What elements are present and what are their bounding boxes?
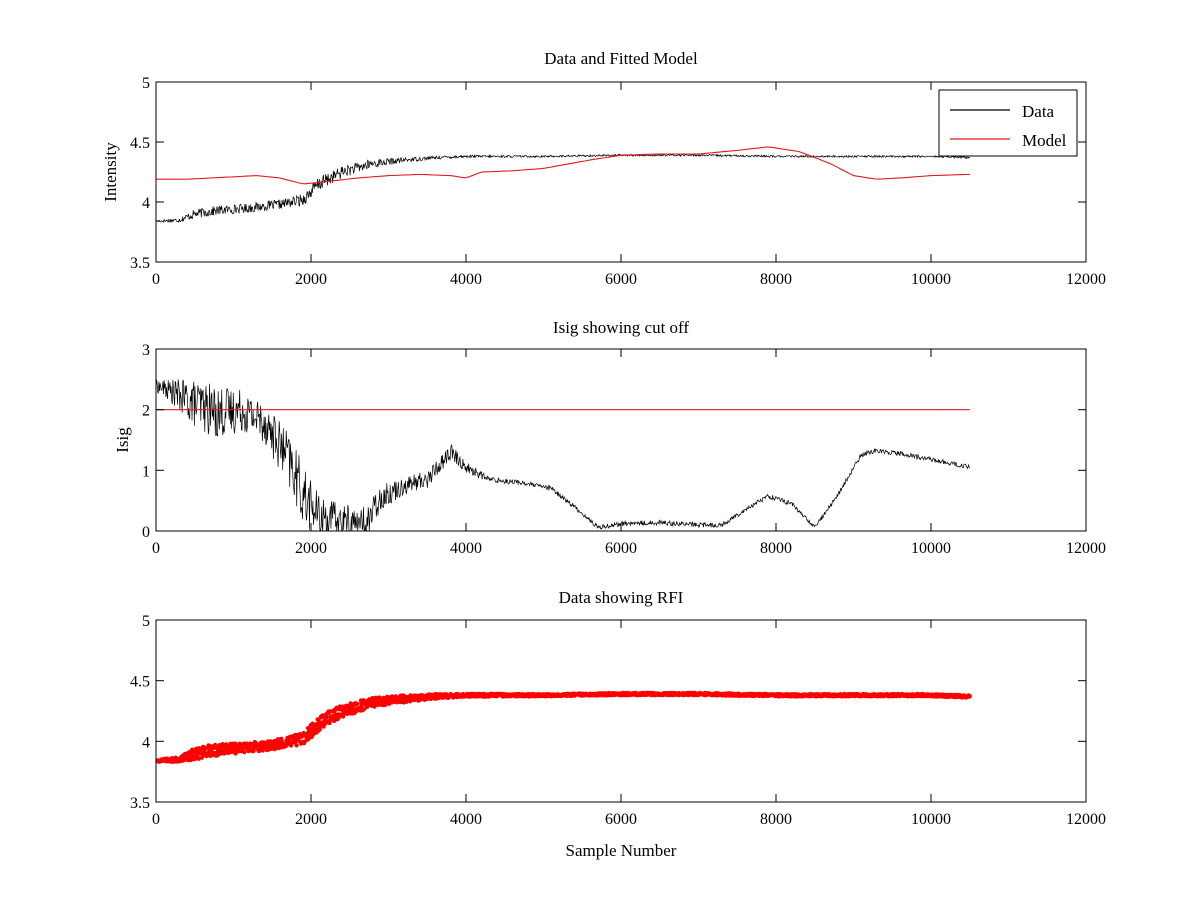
x-tick-label: 4000 <box>450 540 482 557</box>
y-tick-label: 3 <box>142 342 150 359</box>
rfi-point <box>324 715 329 720</box>
subplot-3: Data showing RFI 0 2000 4000 6000 8000 10000 1… <box>130 588 1106 860</box>
rfi-point <box>224 742 229 747</box>
x-tick-label: 6000 <box>605 271 637 288</box>
rfi-point <box>967 694 972 699</box>
y-tick-label: 4 <box>142 195 150 212</box>
legend-model-label: Model <box>1022 131 1067 150</box>
subplot-1-ticks: 0 2000 4000 6000 8000 10000 12000 3.5 4 4.5 5 <box>130 75 1106 288</box>
x-tick-label: 10000 <box>911 271 951 288</box>
rfi-point <box>242 750 247 755</box>
rfi-point <box>221 744 226 749</box>
x-tick-label: 12000 <box>1066 811 1106 828</box>
subplot-2-ticks: 0 2000 4000 6000 8000 10000 12000 0 1 2 3 <box>142 342 1106 557</box>
x-tick-label: 10000 <box>911 540 951 557</box>
y-tick-label: 3.5 <box>130 255 150 272</box>
x-tick-label: 8000 <box>760 271 792 288</box>
x-tick-label: 10000 <box>911 811 951 828</box>
x-tick-label: 8000 <box>760 540 792 557</box>
rfi-point <box>257 748 262 754</box>
rfi-point <box>317 727 322 732</box>
subplot-1-legend: Data Model <box>938 89 1078 157</box>
legend-box <box>938 89 1078 157</box>
rfi-point <box>389 694 395 699</box>
x-tick-label: 6000 <box>605 811 637 828</box>
x-tick-label: 2000 <box>295 811 327 828</box>
y-tick-label: 5 <box>142 613 150 630</box>
subplot-2-series-isig-line <box>156 379 971 531</box>
x-tick-label: 0 <box>152 540 160 557</box>
subplot-1-title: Data and Fitted Model <box>544 49 698 68</box>
subplot-1: Data and Fitted Model Intensity 0 2000 400… <box>101 49 1106 288</box>
rfi-point <box>294 743 299 748</box>
rfi-point <box>341 714 346 719</box>
y-tick-label: 3.5 <box>130 795 150 812</box>
rfi-point <box>348 701 353 706</box>
x-tick-label: 0 <box>152 271 160 288</box>
legend-data-label: Data <box>1022 102 1055 121</box>
subplot-3-plot <box>156 690 972 764</box>
rfi-point <box>359 703 364 709</box>
x-tick-label: 4000 <box>450 271 482 288</box>
x-tick-label: 12000 <box>1066 540 1106 557</box>
x-tick-label: 2000 <box>295 271 327 288</box>
y-tick-label: 4 <box>142 734 150 751</box>
subplot-2-plot <box>156 379 971 531</box>
subplot-1-series-data-line <box>156 153 971 223</box>
subplot-3-series-rfi-points <box>156 690 972 764</box>
y-tick-label: 0 <box>142 524 150 541</box>
subplot-3-title: Data showing RFI <box>559 588 684 607</box>
subplot-1-plot <box>156 146 971 223</box>
x-tick-label: 0 <box>152 811 160 828</box>
y-tick-label: 1 <box>142 463 150 480</box>
subplot-2-ylabel: Isig <box>113 427 132 453</box>
y-tick-label: 5 <box>142 75 150 92</box>
subplot-1-ylabel: Intensity <box>101 142 120 202</box>
y-tick-label: 4.5 <box>130 674 150 691</box>
subplot-2-title: Isig showing cut off <box>553 318 689 337</box>
x-tick-label: 2000 <box>295 540 327 557</box>
y-tick-label: 4.5 <box>130 135 150 152</box>
x-tick-label: 8000 <box>760 811 792 828</box>
y-tick-label: 2 <box>142 403 150 420</box>
x-tick-label: 6000 <box>605 540 637 557</box>
subplot-2: Isig showing cut off Isig 0 2000 4000 6000 8… <box>113 318 1106 557</box>
subplot-3-ticks: 0 2000 4000 6000 8000 10000 12000 3.5 4 4.5 5 <box>130 613 1106 828</box>
x-tick-label: 12000 <box>1066 271 1106 288</box>
rfi-point <box>355 701 360 707</box>
subplot-1-series-model-line <box>156 146 970 185</box>
x-tick-label: 4000 <box>450 811 482 828</box>
subplot-3-xlabel: Sample Number <box>566 841 677 860</box>
